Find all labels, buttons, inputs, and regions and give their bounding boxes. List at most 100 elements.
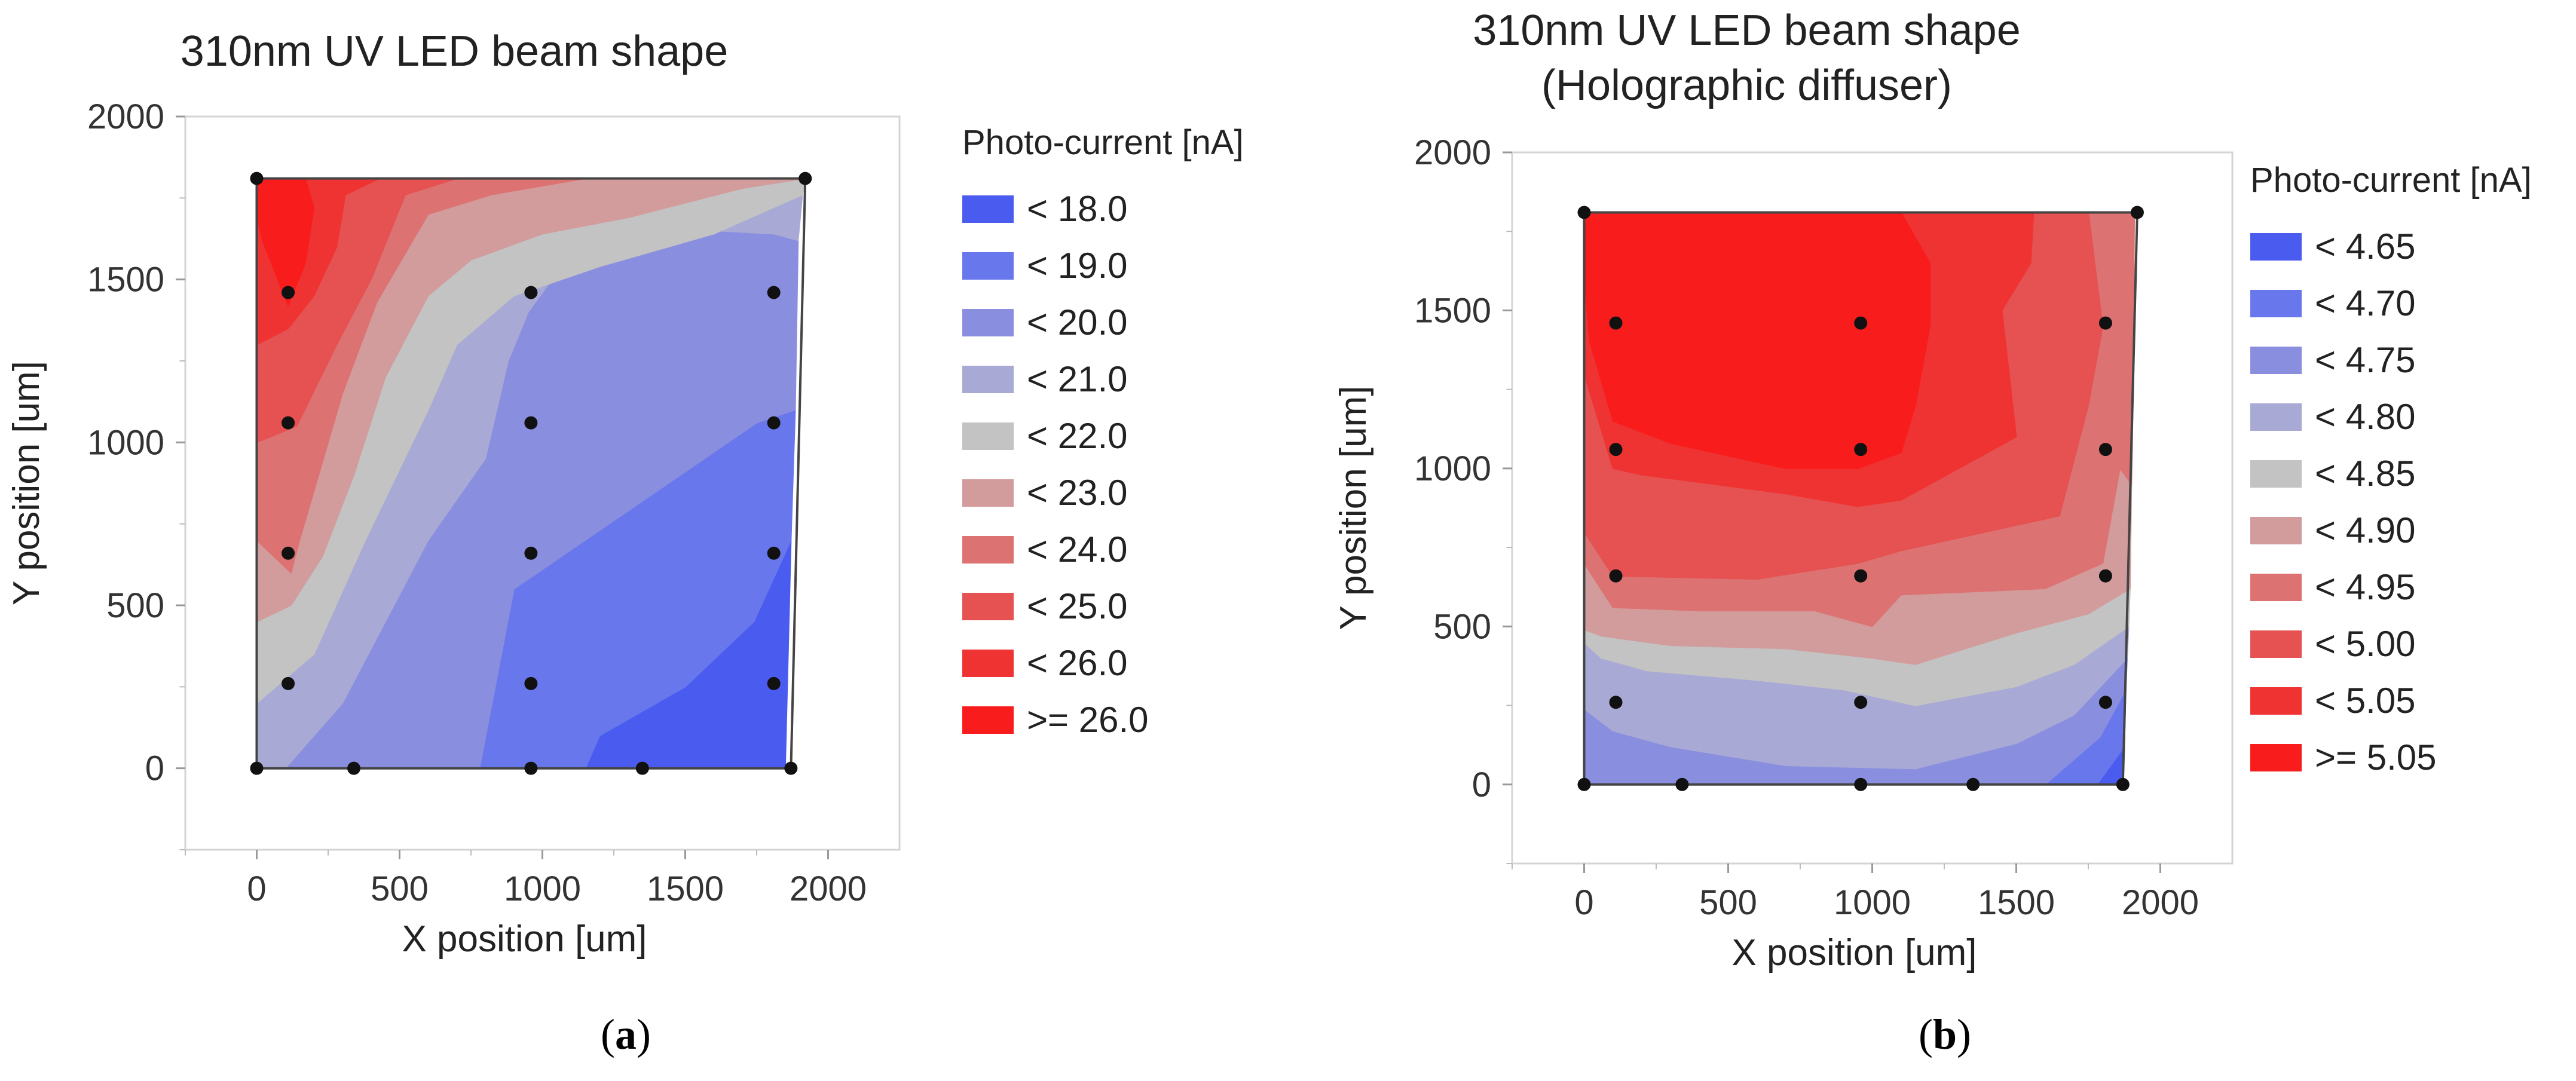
y-axis-label: Y position [um] xyxy=(6,361,47,605)
legend-swatch xyxy=(2250,630,2302,658)
y-tick-label: 1000 xyxy=(1414,449,1491,488)
measurement-point xyxy=(1577,206,1591,219)
legend-item: < 4.70 xyxy=(2250,275,2532,332)
legend-item: < 4.95 xyxy=(2250,559,2532,615)
legend-swatch xyxy=(962,479,1014,507)
measurement-point xyxy=(767,546,781,560)
measurement-point xyxy=(1609,569,1623,583)
x-tick-label: 0 xyxy=(1574,883,1593,922)
legend-label: < 4.85 xyxy=(2315,454,2416,494)
x-tick-label: 1000 xyxy=(1834,883,1911,922)
measurement-point xyxy=(1854,443,1868,457)
legend-label: < 4.65 xyxy=(2315,226,2416,267)
measurement-point xyxy=(1966,777,1980,791)
legend-item: < 4.90 xyxy=(2250,502,2532,559)
plot-a: 0 500 1000 1500 2000 0 500 1000 1500 2000 X positi… xyxy=(6,97,901,960)
y-tick-label: 1500 xyxy=(1414,291,1491,330)
y-tick-label: 0 xyxy=(1472,765,1491,804)
contour-region-level-9 xyxy=(1583,212,1931,469)
measurement-point xyxy=(282,546,295,560)
x-tick-label: 0 xyxy=(247,869,266,908)
panel-b: 310nm UV LED beam shape (Holographic dif… xyxy=(1288,0,2576,1081)
legend-swatch xyxy=(962,649,1014,677)
measurement-point xyxy=(1577,777,1591,791)
measurement-point xyxy=(282,416,295,430)
legend-swatch xyxy=(2250,573,2302,601)
y-tick-label: 1500 xyxy=(87,261,164,299)
measurement-point xyxy=(767,416,781,430)
legend-item: >= 5.05 xyxy=(2250,729,2532,786)
measurement-point xyxy=(1609,316,1623,330)
y-tick-label: 0 xyxy=(145,749,164,788)
legend-swatch xyxy=(962,308,1014,336)
legend-swatch xyxy=(962,365,1014,393)
measurement-point xyxy=(282,286,295,299)
legend-label: < 26.0 xyxy=(1027,643,1128,683)
legend-item: < 25.0 xyxy=(962,578,1244,635)
legend-item: < 26.0 xyxy=(962,635,1244,691)
legend-label: < 4.90 xyxy=(2315,510,2416,550)
x-axis-label: X position [um] xyxy=(402,918,647,960)
legend-label: < 20.0 xyxy=(1027,302,1128,342)
measurement-point xyxy=(347,761,361,775)
legend-item: < 24.0 xyxy=(962,521,1244,578)
y-tick-label: 500 xyxy=(1433,607,1491,646)
measurement-point xyxy=(1854,316,1868,330)
legend-swatch xyxy=(962,422,1014,450)
x-tick-label: 1500 xyxy=(1978,883,2055,922)
legend-label: < 21.0 xyxy=(1027,359,1128,399)
x-tick-label: 500 xyxy=(1699,883,1757,922)
legend-label: < 4.75 xyxy=(2315,340,2416,380)
legend-label: < 18.0 xyxy=(1027,189,1128,229)
y-tick-label: 2000 xyxy=(1414,133,1491,172)
panel-label-a: (a) xyxy=(601,1010,651,1058)
measurement-point xyxy=(524,416,538,430)
measurement-point xyxy=(635,761,649,775)
legend-label: < 4.95 xyxy=(2315,567,2416,607)
measurement-point xyxy=(1609,696,1623,709)
x-tick-label: 2000 xyxy=(790,869,867,908)
y-tick-label: 1000 xyxy=(87,423,164,462)
legend-item: >= 26.0 xyxy=(962,691,1244,748)
legend-item: < 18.0 xyxy=(962,180,1244,237)
legend-item: < 5.00 xyxy=(2250,615,2532,672)
measurement-point xyxy=(2098,696,2112,709)
legend-swatch xyxy=(2250,289,2302,317)
x-tick-label: 2000 xyxy=(2122,883,2199,922)
x-axis-label: X position [um] xyxy=(1731,932,1977,973)
legend-label: < 19.0 xyxy=(1027,246,1128,286)
measurement-point xyxy=(767,286,781,299)
x-tick-label: 1000 xyxy=(504,869,581,908)
y-axis-label: Y position [um] xyxy=(1333,386,1374,630)
legend-swatch xyxy=(2250,346,2302,374)
legend-b: Photo-current [nA] < 4.65 < 4.70 < 4.75 < 4… xyxy=(2250,160,2532,786)
measurement-point xyxy=(282,676,295,690)
measurement-point xyxy=(1854,777,1868,791)
measurement-point xyxy=(799,172,812,185)
legend-swatch xyxy=(962,706,1014,734)
legend-item: < 21.0 xyxy=(962,351,1244,408)
legend-label: < 5.05 xyxy=(2315,681,2416,721)
y-tick-label: 500 xyxy=(106,586,164,625)
measurement-point xyxy=(2098,316,2112,330)
legend-swatch xyxy=(2250,460,2302,488)
x-tick-label: 1500 xyxy=(647,869,724,908)
legend-label: < 22.0 xyxy=(1027,416,1128,456)
measurement-point xyxy=(250,761,264,775)
measurement-point xyxy=(250,172,264,185)
legend-item: < 4.65 xyxy=(2250,218,2532,275)
legend-a: Photo-current [nA] < 18.0 < 19.0 < 20.0 < 2… xyxy=(962,123,1244,748)
measurement-point xyxy=(524,761,538,775)
legend-label: < 24.0 xyxy=(1027,529,1128,569)
measurement-point xyxy=(1609,443,1623,457)
legend-label: < 25.0 xyxy=(1027,586,1128,626)
plot-b: 0 500 1000 1500 2000 0 500 1000 1500 2000 X positi… xyxy=(1333,133,2234,973)
legend-swatch xyxy=(2250,403,2302,431)
legend-label: >= 5.05 xyxy=(2315,737,2437,777)
legend-item: < 5.05 xyxy=(2250,672,2532,729)
legend-label: < 5.00 xyxy=(2315,624,2416,664)
chart-title-a: 310nm UV LED beam shape xyxy=(180,27,729,75)
x-tick-label: 500 xyxy=(371,869,429,908)
legend-swatch xyxy=(962,195,1014,223)
measurement-point xyxy=(2098,569,2112,583)
